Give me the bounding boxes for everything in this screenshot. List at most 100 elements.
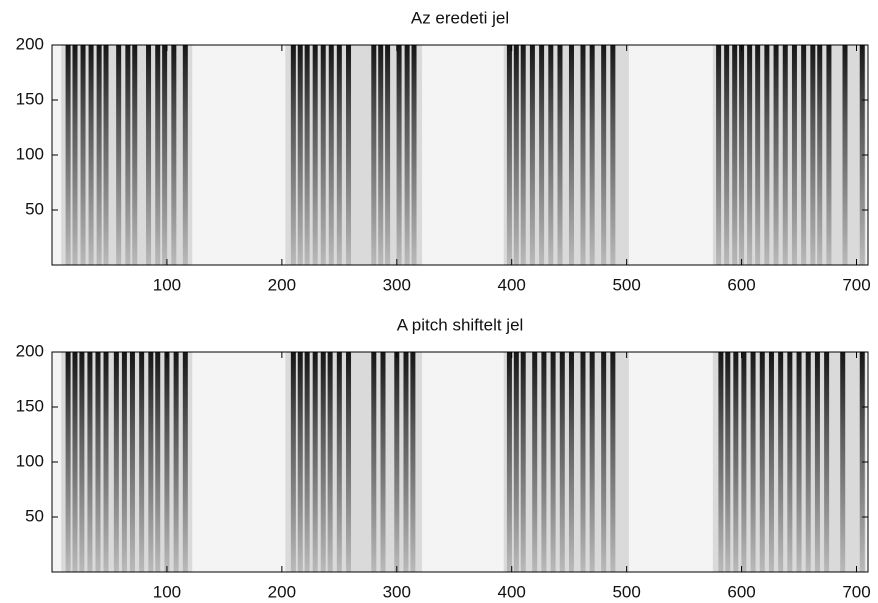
spectral-streak bbox=[601, 352, 607, 572]
spectral-streak bbox=[132, 45, 138, 265]
spectral-streak bbox=[764, 45, 770, 265]
spectral-streak bbox=[171, 45, 177, 265]
spectral-streak bbox=[297, 352, 303, 572]
spectral-streak bbox=[87, 352, 93, 572]
spectral-streak bbox=[173, 352, 179, 572]
spectral-streak bbox=[716, 45, 722, 265]
spectral-streak bbox=[411, 45, 417, 265]
x-tick-label: 600 bbox=[727, 275, 755, 294]
spectral-streak bbox=[610, 352, 616, 572]
spectral-streak bbox=[72, 352, 78, 572]
spectral-streak bbox=[121, 352, 127, 572]
spectral-streak bbox=[541, 352, 547, 572]
spectral-streak bbox=[548, 45, 554, 265]
spectral-streak bbox=[610, 45, 616, 265]
spectral-streak bbox=[371, 352, 377, 572]
spectral-streak bbox=[559, 352, 565, 572]
spectral-streak bbox=[380, 352, 386, 572]
x-tick-label: 100 bbox=[153, 582, 181, 601]
spectral-streak bbox=[532, 352, 538, 572]
spectral-streak bbox=[741, 352, 747, 572]
spectral-streak bbox=[378, 45, 384, 265]
spectral-streak bbox=[346, 45, 352, 265]
spectral-streak bbox=[810, 45, 816, 265]
chart-title: A pitch shiftelt jel bbox=[397, 315, 524, 334]
y-tick-label: 200 bbox=[16, 34, 44, 53]
spectral-streak bbox=[750, 352, 756, 572]
spectral-streak bbox=[801, 45, 807, 265]
spectral-streak bbox=[568, 352, 574, 572]
spectral-streak bbox=[72, 45, 78, 265]
spectral-streak bbox=[513, 45, 519, 265]
spectral-streak bbox=[732, 45, 738, 265]
spectral-streak bbox=[768, 352, 774, 572]
spectral-streak bbox=[129, 352, 135, 572]
spectral-streak bbox=[312, 45, 318, 265]
spectral-streak bbox=[164, 352, 170, 572]
spectral-streak bbox=[336, 352, 342, 572]
spectral-streak bbox=[520, 45, 526, 265]
spectral-streak bbox=[304, 45, 310, 265]
spectral-streak bbox=[747, 45, 753, 265]
spectral-streak bbox=[755, 45, 761, 265]
spectral-streak bbox=[103, 45, 109, 265]
y-tick-label: 50 bbox=[25, 199, 44, 218]
x-tick-label: 500 bbox=[612, 275, 640, 294]
spectral-streak bbox=[796, 352, 802, 572]
spectral-streak bbox=[155, 352, 161, 572]
spectral-streak bbox=[759, 352, 765, 572]
spectral-streak bbox=[739, 45, 745, 265]
spectral-streak bbox=[842, 45, 848, 265]
spectral-streak bbox=[297, 45, 303, 265]
x-tick-label: 200 bbox=[268, 582, 296, 601]
spectral-streak bbox=[550, 352, 556, 572]
spectral-streak bbox=[96, 45, 102, 265]
x-tick-label: 300 bbox=[383, 275, 411, 294]
spectral-streak bbox=[125, 45, 131, 265]
spectral-streak bbox=[113, 352, 119, 572]
spectral-streak bbox=[513, 352, 519, 572]
spectral-streak bbox=[589, 45, 595, 265]
spectral-streak bbox=[826, 45, 832, 265]
spectral-streak bbox=[95, 352, 101, 572]
x-tick-label: 300 bbox=[383, 582, 411, 601]
spectral-streak bbox=[725, 352, 731, 572]
spectral-streak bbox=[787, 352, 793, 572]
spectral-streak bbox=[805, 352, 811, 572]
spectral-streak bbox=[782, 45, 788, 265]
spectral-streak bbox=[88, 45, 94, 265]
y-tick-label: 100 bbox=[16, 144, 44, 163]
x-tick-label: 500 bbox=[612, 582, 640, 601]
spectral-streak bbox=[817, 45, 823, 265]
spectral-streak bbox=[371, 45, 377, 265]
spectral-streak bbox=[568, 45, 574, 265]
spectral-streak bbox=[139, 352, 145, 572]
spectral-streak bbox=[580, 45, 586, 265]
spectral-streak bbox=[539, 45, 545, 265]
spectral-streak bbox=[336, 45, 342, 265]
spectral-streak bbox=[65, 352, 71, 572]
spectral-streak bbox=[410, 352, 416, 572]
spectral-streak bbox=[312, 352, 318, 572]
y-tick-label: 200 bbox=[16, 341, 44, 360]
spectral-streak bbox=[724, 45, 730, 265]
spectral-streak bbox=[557, 45, 563, 265]
chart-title: Az eredeti jel bbox=[411, 8, 509, 27]
spectral-streak bbox=[394, 352, 400, 572]
spectral-streak bbox=[840, 352, 846, 572]
spectral-streak bbox=[320, 45, 326, 265]
y-tick-label: 100 bbox=[16, 451, 44, 470]
spectral-streak bbox=[103, 352, 109, 572]
spectral-streak bbox=[601, 45, 607, 265]
spectral-streak bbox=[182, 352, 188, 572]
x-tick-label: 700 bbox=[842, 275, 870, 294]
spectral-streak bbox=[162, 45, 168, 265]
spectral-streak bbox=[506, 45, 512, 265]
spectral-streak bbox=[290, 352, 296, 572]
spectral-streak bbox=[403, 352, 409, 572]
spectral-streak bbox=[396, 45, 402, 265]
spectral-streak bbox=[148, 352, 154, 572]
spectral-streak bbox=[182, 45, 188, 265]
y-tick-label: 50 bbox=[25, 506, 44, 525]
